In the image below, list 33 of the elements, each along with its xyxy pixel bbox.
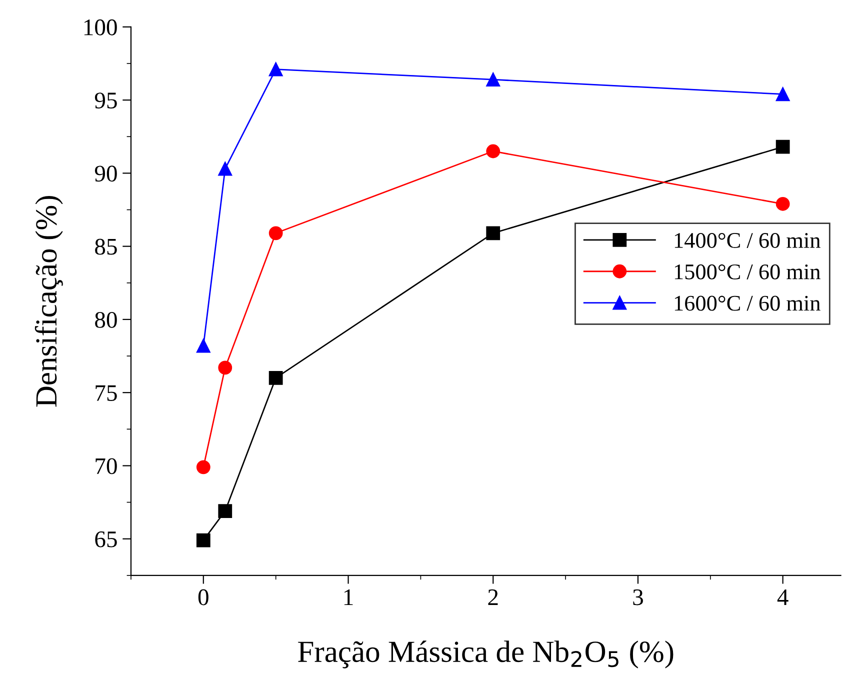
y-tick-label: 75 <box>96 385 117 402</box>
point <box>196 460 210 474</box>
x-tick-label: 1 <box>344 589 353 605</box>
point <box>268 371 283 385</box>
point <box>486 144 500 158</box>
y-tick-label: 80 <box>95 312 117 328</box>
x-tick-label: 3 <box>633 589 643 606</box>
point <box>218 162 232 176</box>
y-tick-label: 65 <box>95 531 117 548</box>
y-tick-label: 90 <box>94 166 117 182</box>
legend-label: 1500°C / 60 min <box>674 264 820 280</box>
point <box>486 226 500 240</box>
point <box>268 62 283 76</box>
point <box>776 196 790 211</box>
x-tick-label: 2 <box>488 589 498 605</box>
x-tick-label: 0 <box>198 589 208 606</box>
point <box>218 504 232 518</box>
point <box>776 140 790 154</box>
x-axis-title: Fração Mássica de Nb$_{2}$O$_{5}$ (%) <box>298 640 674 668</box>
y-tick-label: 85 <box>95 238 117 255</box>
point <box>196 338 210 353</box>
point <box>268 226 283 240</box>
legend-label: 1400°C / 60 min <box>674 232 820 248</box>
point <box>776 87 790 102</box>
y-axis-title: Densificação (%) <box>34 196 63 407</box>
y-tick-label: 100 <box>84 19 117 36</box>
point <box>218 360 232 375</box>
y-tick-label: 95 <box>94 92 117 108</box>
legend-label: 1600°C / 60 min <box>674 296 820 311</box>
x-tick-label: 4 <box>777 589 788 605</box>
point <box>196 533 210 548</box>
y-tick-label: 70 <box>96 458 117 474</box>
point <box>486 72 500 87</box>
